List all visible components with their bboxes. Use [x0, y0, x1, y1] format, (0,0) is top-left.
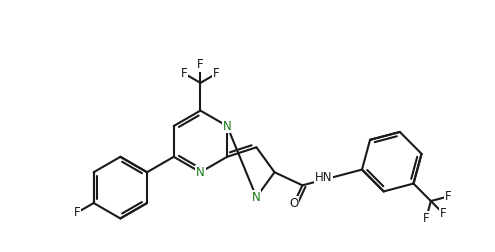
Text: F: F [440, 207, 447, 220]
Text: F: F [197, 58, 204, 71]
Text: HN: HN [315, 171, 332, 184]
Text: F: F [423, 212, 430, 225]
Text: F: F [74, 206, 81, 219]
Text: F: F [445, 190, 451, 203]
Text: O: O [289, 197, 298, 210]
Text: N: N [223, 119, 232, 133]
Text: N: N [196, 166, 205, 179]
Text: N: N [252, 191, 261, 204]
Text: F: F [213, 67, 220, 80]
Text: F: F [181, 67, 188, 80]
